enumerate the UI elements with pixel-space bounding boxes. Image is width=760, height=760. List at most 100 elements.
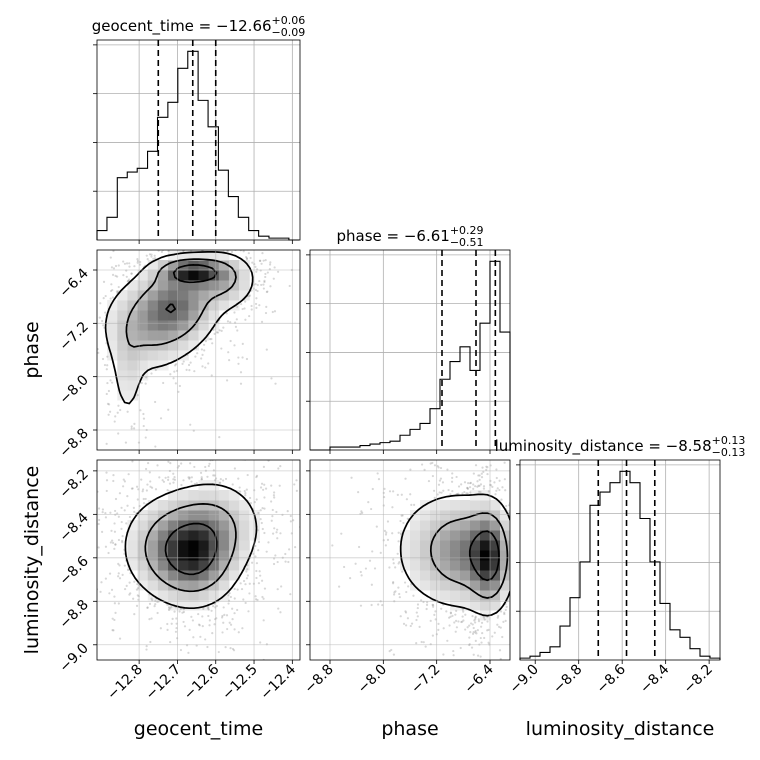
phase-vs-luminosity_distance-sample-point	[513, 586, 515, 588]
phase-vs-luminosity_distance-sample-point	[463, 490, 466, 494]
geocent_time-vs-luminosity_distance-sample-point	[262, 465, 266, 468]
geocent_time-vs-luminosity_distance-sample-point	[248, 582, 251, 585]
phase-vs-luminosity_distance-density-cell	[450, 560, 461, 571]
geocent_time-vs-luminosity_distance-sample-point	[145, 489, 148, 492]
phase-vs-luminosity_distance-density-cell	[420, 550, 431, 561]
geocent_time-vs-phase-sample-point	[213, 332, 216, 335]
phase-vs-luminosity_distance-sample-point	[486, 434, 488, 436]
geocent_time-vs-luminosity_distance-sample-point	[228, 621, 231, 624]
phase-vs-luminosity_distance-density-cell	[480, 540, 491, 551]
geocent_time-vs-luminosity_distance-sample-point	[126, 495, 129, 498]
geocent_time-vs-phase-density-cell	[107, 320, 118, 331]
phase-vs-luminosity_distance-density-cell	[410, 580, 421, 591]
phase-vs-luminosity_distance-sample-point	[392, 558, 395, 561]
geocent_time-vs-phase-sample-point	[139, 409, 142, 412]
geocent_time-vs-phase-sample-point	[117, 237, 119, 239]
geocent_time-vs-phase-sample-point	[237, 237, 239, 239]
geocent_time-vs-luminosity_distance-density-cell	[127, 520, 139, 531]
phase-hist-frame	[309, 249, 511, 451]
geocent_time-vs-luminosity_distance-density-cell	[208, 530, 220, 541]
phase-vs-luminosity_distance-sample-point	[434, 610, 437, 613]
geocent_time-vs-luminosity_distance-sample-point	[123, 509, 126, 512]
geocent_time-vs-luminosity_distance-sample-point	[218, 481, 221, 484]
geocent_time-vs-luminosity_distance-sample-point	[261, 507, 264, 510]
geocent_time-vs-luminosity_distance-sample-point	[208, 619, 211, 622]
phase-vs-luminosity_distance-sample-point	[403, 581, 407, 584]
geocent_time-vs-luminosity_distance-sample-point	[177, 464, 180, 468]
geocent_time-vs-luminosity_distance-sample-point	[221, 479, 225, 482]
geocent_time-vs-luminosity_distance-sample-point	[255, 474, 259, 478]
geocent_time-vs-luminosity_distance-sample-point	[136, 498, 139, 501]
geocent_time-vs-phase-sample-point	[194, 355, 197, 358]
geocent_time-vs-phase-density-cell	[178, 270, 189, 281]
geocent_time-vs-luminosity_distance-density-cell	[168, 560, 179, 571]
geocent_time-vs-phase-density-cell	[218, 260, 230, 271]
phase-vs-luminosity_distance-sample-point	[536, 612, 538, 614]
geocent_time-vs-luminosity_distance-density-cell	[198, 580, 210, 591]
geocent_time-vs-phase-sample-point	[230, 250, 234, 254]
phase-vs-luminosity_distance-sample-point	[350, 476, 353, 479]
geocent_time-vs-phase-sample-point	[210, 374, 213, 377]
geocent_time-vs-phase-sample-point	[115, 502, 117, 504]
geocent_time-vs-luminosity_distance-sample-point	[295, 479, 298, 482]
geocent_time-vs-phase-sample-point	[106, 355, 109, 358]
geocent_time-vs-luminosity_distance-sample-point	[189, 456, 191, 458]
geocent_time-vs-phase-sample-point	[136, 259, 139, 263]
geocent_time-vs-phase-density-cell	[157, 270, 169, 281]
geocent_time-vs-luminosity_distance-density-cell	[157, 590, 169, 601]
geocent_time-vs-luminosity_distance-sample-point	[141, 488, 145, 491]
phase-vs-luminosity_distance-sample-point	[483, 618, 486, 621]
geocent_time-vs-luminosity_distance-sample-point	[111, 539, 114, 542]
geocent_time-vs-luminosity_distance-density-cell	[157, 550, 169, 561]
phase-vs-luminosity_distance-sample-point	[455, 626, 459, 629]
phase-vs-luminosity_distance-sample-point	[480, 476, 484, 479]
geocent_time-vs-luminosity_distance-sample-point	[270, 484, 273, 487]
geocent_time-vs-luminosity_distance-sample-point	[148, 602, 152, 605]
geocent_time-vs-phase-sample-point	[269, 261, 272, 264]
phase-vs-luminosity_distance-sample-point	[512, 506, 514, 508]
phase-vs-luminosity_distance-sample-point	[491, 635, 494, 638]
geocent_time-vs-phase-sample-point	[226, 224, 228, 226]
geocent_time-vs-luminosity_distance-sample-point	[123, 480, 126, 483]
phase-vs-luminosity_distance-sample-point	[392, 593, 396, 596]
phase-vs-luminosity_distance-sample-point	[517, 589, 519, 591]
phase-vs-luminosity_distance-sample-point	[399, 519, 402, 523]
geocent_time-vs-luminosity_distance-density-cell	[188, 510, 199, 521]
geocent_time-vs-phase-sample-point	[272, 244, 274, 246]
geocent_time-vs-phase-sample-point	[107, 403, 111, 406]
phase-vs-luminosity_distance-density-cell	[460, 500, 471, 511]
geocent_time-vs-phase-sample-point	[226, 320, 230, 323]
geocent_time-vs-luminosity_distance-sample-point	[97, 546, 100, 549]
geocent_time-vs-luminosity_distance-sample-point	[231, 618, 234, 621]
geocent_time-vs-luminosity_distance-sample-point	[209, 688, 211, 690]
geocent_time-vs-phase-density-cell	[107, 340, 118, 351]
geocent_time-vs-phase-sample-point	[146, 258, 149, 261]
phase-vs-luminosity_distance-density-cell	[480, 500, 491, 511]
geocent_time-vs-phase-sample-point	[132, 452, 134, 454]
geocent_time-vs-luminosity_distance-sample-point	[94, 540, 96, 542]
geocent_time-vs-phase-sample-point	[87, 270, 89, 272]
phase-vs-luminosity_distance-density-cell	[460, 590, 471, 601]
phase-vs-luminosity_distance-sample-point	[511, 456, 513, 458]
geocent_time-vs-phase-sample-point	[255, 297, 258, 300]
geocent_time-vs-luminosity_distance-sample-point	[120, 506, 123, 509]
phase-vs-luminosity_distance-sample-point	[448, 616, 451, 619]
phase-vs-luminosity_distance-sample-point	[546, 517, 548, 519]
geocent_time-vs-phase-sample-point	[193, 370, 196, 373]
phase-vs-luminosity_distance-sample-point	[478, 478, 481, 481]
geocent_time-title: geocent_time = −12.66+0.06	[92, 14, 306, 36]
geocent_time-vs-luminosity_distance-sample-point	[254, 598, 258, 601]
phase-vs-luminosity_distance-sample-point	[511, 460, 513, 462]
phase-vs-luminosity_distance-sample-point	[451, 472, 454, 475]
geocent_time-vs-phase-sample-point	[268, 263, 272, 266]
phase-vs-luminosity_distance-sample-point	[371, 550, 374, 553]
geocent_time-vs-phase-sample-point	[185, 233, 187, 235]
geocent_time-vs-phase-sample-point	[150, 372, 153, 375]
geocent_time-vs-phase-density-cell	[218, 250, 230, 261]
geocent_time-vs-luminosity_distance-sample-point	[101, 511, 104, 514]
geocent_time-vs-luminosity_distance-density-cell	[137, 530, 149, 541]
phase-vs-luminosity_distance-sample-point	[521, 643, 523, 645]
geocent_time-vs-luminosity_distance-sample-point	[61, 546, 63, 548]
geocent_time-vs-luminosity_distance-sample-point	[128, 593, 131, 596]
geocent_time-vs-luminosity_distance-density-cell	[228, 490, 240, 501]
